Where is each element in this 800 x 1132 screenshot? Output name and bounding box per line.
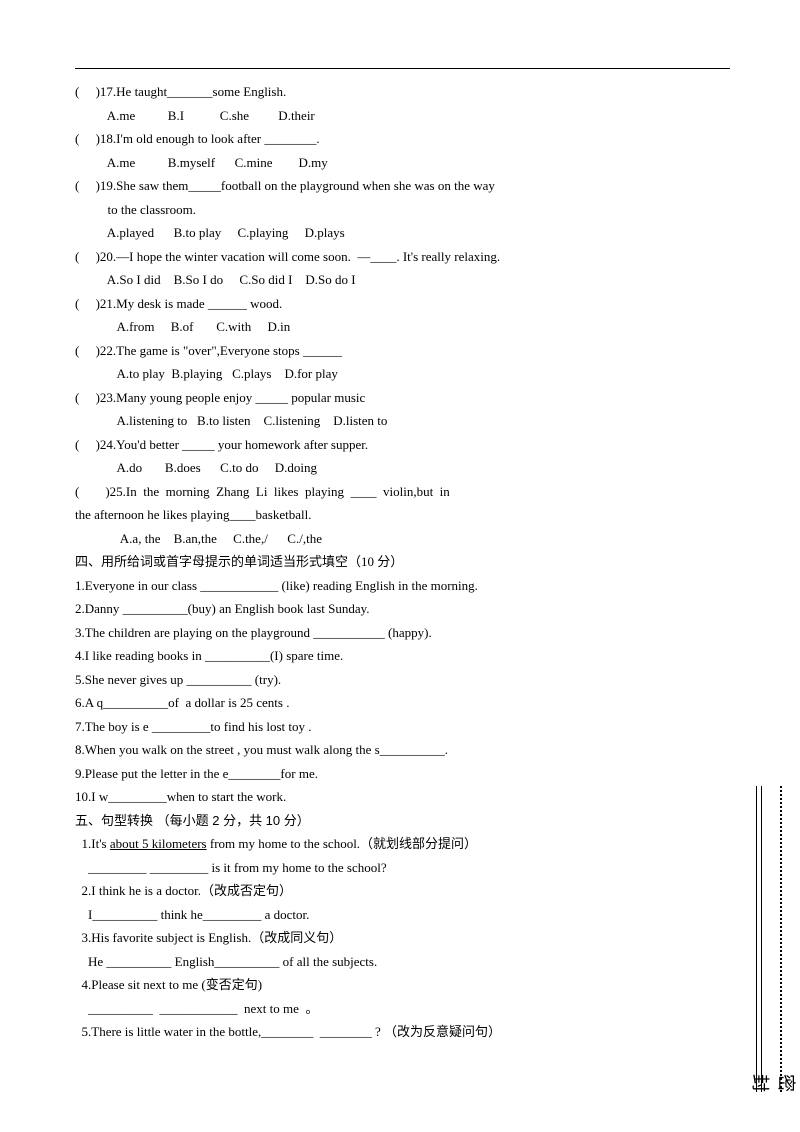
transform-item-stem: 1.It's about 5 kilometers from my home t… [75,832,740,856]
transform-item-answer: He __________ English__________ of all t… [75,950,740,974]
question-stem: ( )25.In the morning Zhang Li likes play… [75,480,740,504]
question-options: A.do B.does C.to do D.doing [75,456,740,480]
question-options: A.me B.myself C.mine D.my [75,151,740,175]
multiple-choice-block: ( )17.He taught_______some English. A.me… [75,80,740,480]
question-options: A.played B.to play C.playing D.plays [75,221,740,245]
question-stem: ( )17.He taught_______some English. [75,80,740,104]
fill-blank-item: 9.Please put the letter in the e________… [75,762,740,786]
fill-blank-item: 5.She never gives up __________ (try). [75,668,740,692]
top-divider [75,68,730,69]
question-stem: ( )22.The game is "over",Everyone stops … [75,339,740,363]
question-stem: ( )18.I'm old enough to look after _____… [75,127,740,151]
transform-item-answer: I__________ think he_________ a doctor. [75,903,740,927]
question-options: A.So I did B.So I do C.So did I D.So do … [75,268,740,292]
transform-item-stem: 4.Please sit next to me (变否定句) [75,973,740,997]
question-stem: ( )23.Many young people enjoy _____ popu… [75,386,740,410]
question-stem: the afternoon he likes playing____basket… [75,503,740,527]
question-options: A.listening to B.to listen C.listening D… [75,409,740,433]
question-options: A.to play B.playing C.plays D.for play [75,362,740,386]
question-options: A.me B.I C.she D.their [75,104,740,128]
section-5-title: 五、句型转换 （每小题 2 分，共 10 分） [75,809,740,833]
section-4-title: 四、用所给词或首字母提示的单词适当形式填空（10 分） [75,550,740,574]
transform-item-answer: _________ _________ is it from my home t… [75,856,740,880]
transform-item-stem: 5.There is little water in the bottle,__… [75,1020,740,1044]
fill-blank-item: 8.When you walk on the street , you must… [75,738,740,762]
dotted-margin-line [780,786,782,1092]
question-options: A.a, the B.an,the C.the,/ C./,the [75,527,740,551]
transform-item-stem: 3.His favorite subject is English.（改成同义句… [75,926,740,950]
section-5-items: 1.It's about 5 kilometers from my home t… [75,832,740,1044]
fill-blank-item: 3.The children are playing on the playgr… [75,621,740,645]
fill-blank-item: 2.Danny __________(buy) an English book … [75,597,740,621]
seal-text: 密 封 [748,1074,800,1092]
question-stem: ( )19.She saw them_____football on the p… [75,174,740,198]
fill-blank-item: 7.The boy is e _________to find his lost… [75,715,740,739]
binding-marks: 密 封 [742,786,782,1092]
question-25: ( )25.In the morning Zhang Li likes play… [75,480,740,551]
fill-blank-item: 4.I like reading books in __________(I) … [75,644,740,668]
fill-blank-item: 10.I w_________when to start the work. [75,785,740,809]
question-stem: ( )21.My desk is made ______ wood. [75,292,740,316]
transform-item-answer: __________ ____________ next to me 。 [75,997,740,1021]
section-4-items: 1.Everyone in our class ____________ (li… [75,574,740,809]
fill-blank-item: 1.Everyone in our class ____________ (li… [75,574,740,598]
question-stem: to the classroom. [75,198,740,222]
solid-margin-lines [756,786,762,1092]
question-stem: ( )20.—I hope the winter vacation will c… [75,245,740,269]
question-options: A.from B.of C.with D.in [75,315,740,339]
fill-blank-item: 6.A q__________of a dollar is 25 cents . [75,691,740,715]
transform-item-stem: 2.I think he is a doctor.（改成否定句） [75,879,740,903]
question-stem: ( )24.You'd better _____ your homework a… [75,433,740,457]
